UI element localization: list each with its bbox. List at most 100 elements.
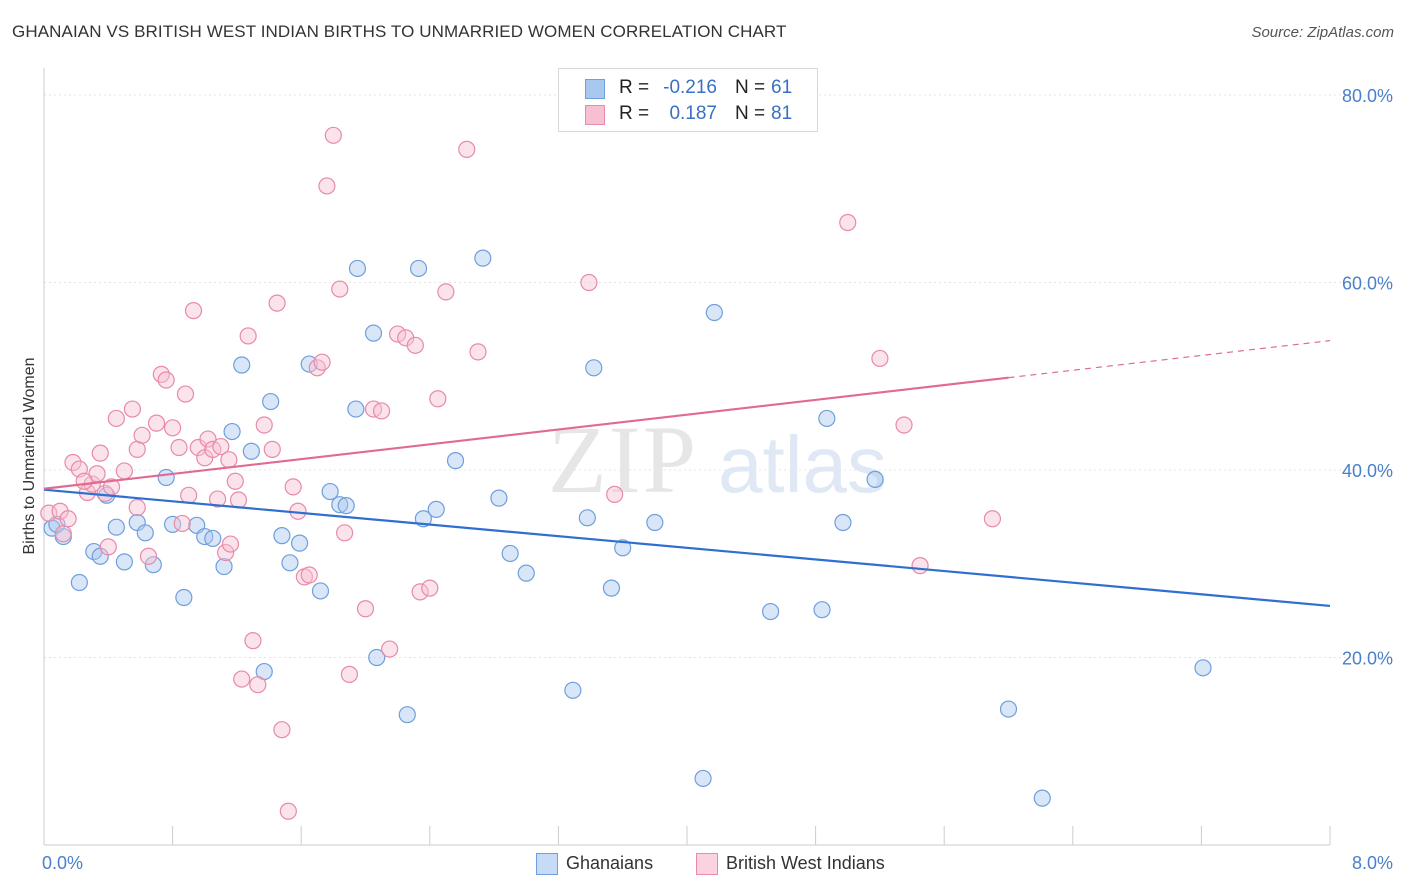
legend-r-value: -0.216 [663, 77, 717, 98]
point-british-west-indians [115, 462, 133, 480]
series-label-british-west-indians: British West Indians [726, 853, 885, 873]
point-british-west-indians [180, 486, 198, 504]
point-british-west-indians [411, 583, 429, 601]
label-layer: Births to Unmarried Women 20.0% 40.0% 60.0… [21, 86, 1393, 873]
legend-n-value: 61 [771, 77, 793, 98]
x-tick-label: 0.0% [42, 853, 83, 873]
point-ghanaians [331, 496, 349, 514]
point-british-west-indians [128, 498, 146, 517]
point-british-west-indians [895, 416, 913, 434]
y-tick-label: 60.0% [1342, 274, 1393, 294]
point-ghanaians [646, 513, 664, 532]
point-british-west-indians [147, 414, 166, 432]
point-british-west-indians [221, 535, 240, 553]
point-british-west-indians [233, 670, 251, 688]
point-ghanaians [705, 303, 723, 322]
point-ghanaians [337, 497, 355, 515]
point-ghanaians [517, 564, 535, 582]
point-ghanaians [564, 681, 582, 699]
legend-n-label: N = [735, 77, 766, 98]
point-ghanaians [866, 470, 884, 488]
point-british-west-indians [229, 491, 248, 509]
point-ghanaians [427, 500, 445, 518]
point-british-west-indians [263, 440, 281, 458]
point-ghanaians [813, 601, 831, 619]
point-ghanaians [501, 544, 519, 563]
point-ghanaians [398, 706, 416, 724]
point-british-west-indians [64, 453, 82, 472]
point-british-west-indians [331, 280, 349, 298]
point-ghanaians [999, 700, 1018, 718]
trendline-ghanaians [43, 488, 1331, 608]
trendline-extension-british-west-indians [1008, 340, 1331, 379]
point-ghanaians [348, 259, 367, 278]
point-british-west-indians [324, 126, 342, 144]
point-british-west-indians [381, 640, 399, 658]
point-british-west-indians [429, 390, 447, 408]
point-ghanaians [694, 769, 712, 788]
point-british-west-indians [220, 451, 238, 469]
point-british-west-indians [389, 325, 407, 343]
series-legend-ghanaians[interactable]: Ghanaians [536, 852, 676, 876]
point-british-west-indians [318, 177, 336, 195]
point-british-west-indians [164, 419, 182, 437]
point-british-west-indians [268, 294, 286, 312]
point-ghanaians [215, 557, 233, 576]
point-ghanaians [175, 588, 193, 607]
legend-swatch-british-west-indians [585, 105, 605, 125]
point-ghanaians [446, 452, 465, 470]
point-british-west-indians [911, 557, 929, 575]
point-ghanaians [834, 513, 852, 532]
point-british-west-indians [133, 426, 151, 444]
legend-row-british-west-indians: R = 0.187 N = 81 [559, 101, 817, 127]
series-swatch-ghanaians [536, 853, 558, 875]
legend-r-value: 0.187 [669, 103, 717, 124]
point-british-west-indians [173, 514, 191, 533]
point-ghanaians [262, 392, 280, 411]
point-british-west-indians [279, 802, 297, 820]
point-ghanaians [614, 539, 632, 557]
source-credit: Source: ZipAtlas.com [1251, 24, 1394, 41]
series-legend-british-west-indians[interactable]: British West Indians [696, 852, 916, 876]
legend-n-label: N = [735, 103, 766, 124]
point-ghanaians [107, 518, 125, 536]
point-british-west-indians [313, 353, 331, 371]
point-ghanaians [347, 400, 365, 418]
point-british-west-indians [107, 409, 125, 428]
point-ghanaians [818, 409, 836, 428]
point-british-west-indians [336, 524, 354, 542]
point-british-west-indians [356, 600, 375, 618]
y-tick-label: 40.0% [1342, 461, 1393, 481]
points-layer [40, 126, 1212, 820]
point-british-west-indians [139, 547, 158, 565]
point-british-west-indians [255, 416, 273, 434]
point-ghanaians [70, 573, 88, 592]
point-british-west-indians [184, 302, 203, 320]
point-british-west-indians [91, 444, 109, 462]
point-ghanaians [364, 324, 383, 342]
point-british-west-indians [983, 510, 1002, 528]
y-axis-label: Births to Unmarried Women [21, 357, 38, 554]
point-british-west-indians [606, 485, 624, 503]
point-british-west-indians [226, 472, 244, 490]
point-ghanaians [368, 648, 386, 667]
point-british-west-indians [157, 371, 175, 389]
point-british-west-indians [469, 343, 487, 361]
point-british-west-indians [209, 490, 227, 508]
point-ghanaians [1033, 789, 1051, 807]
point-ghanaians [300, 355, 318, 373]
point-british-west-indians [421, 579, 439, 597]
point-british-west-indians [871, 349, 889, 368]
point-british-west-indians [217, 543, 235, 562]
point-ghanaians [1194, 659, 1212, 677]
point-ghanaians [136, 524, 154, 542]
point-ghanaians [321, 482, 339, 501]
point-british-west-indians [123, 400, 142, 418]
series-swatch-british-west-indians [696, 853, 718, 875]
point-ghanaians [242, 442, 260, 460]
point-british-west-indians [437, 283, 455, 301]
point-british-west-indians [839, 213, 857, 232]
trend-layer [43, 340, 1331, 608]
trendline-british-west-indians [43, 376, 1009, 490]
